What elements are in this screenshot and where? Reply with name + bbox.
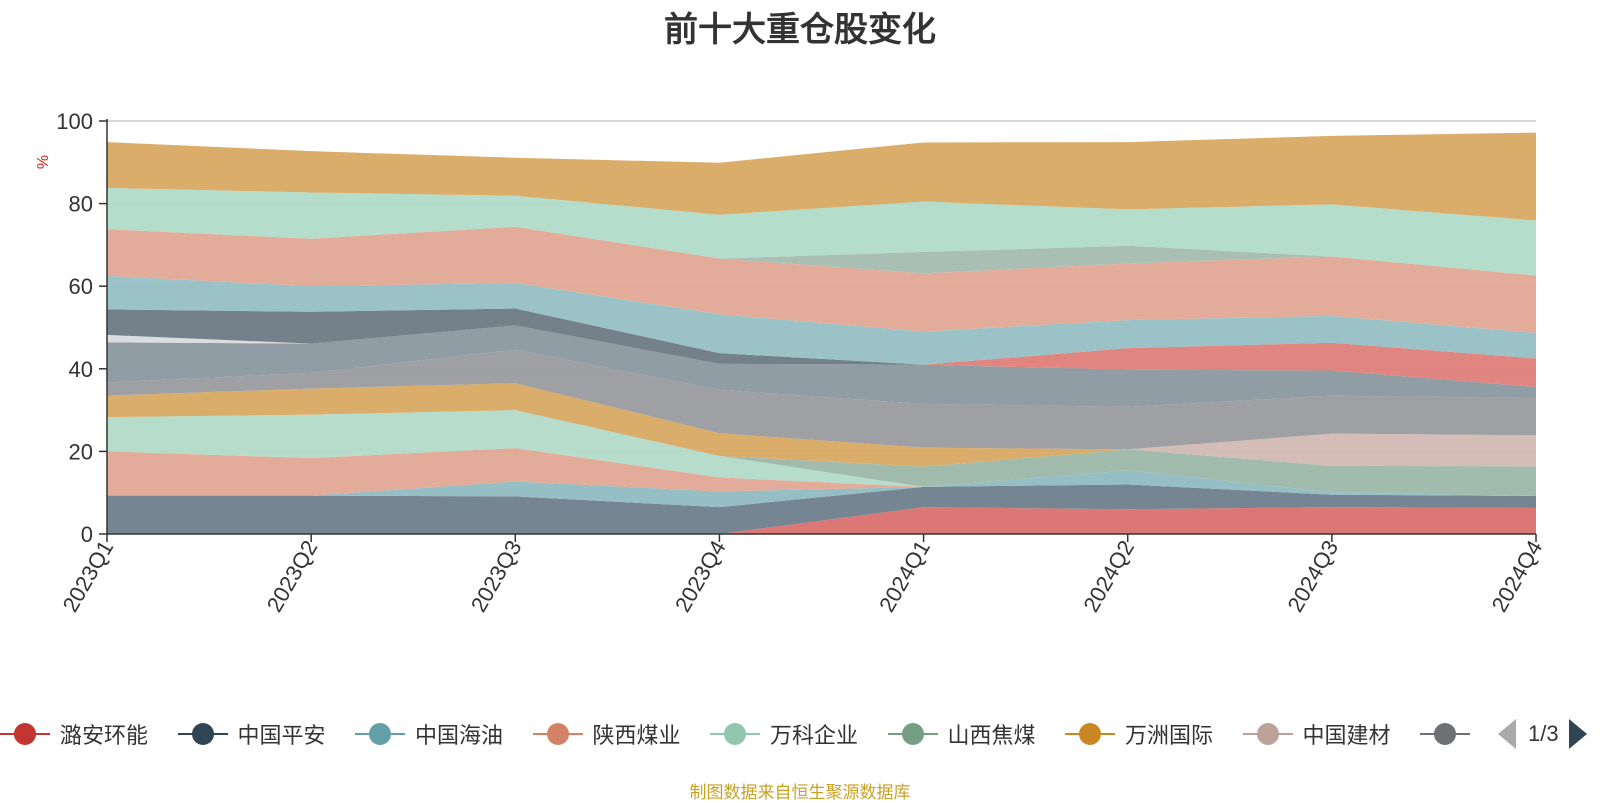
legend-label: 万科企业 (770, 723, 859, 748)
legend-marker-icon (0, 714, 50, 754)
series-area[interactable] (107, 325, 1536, 387)
x-tick-label: 2024Q1 (874, 536, 935, 616)
series-area[interactable] (107, 383, 1536, 467)
legend-item[interactable]: 中国海油 (355, 714, 503, 754)
series-area[interactable] (107, 410, 1536, 497)
legend-item[interactable]: 中国平安 (177, 714, 326, 754)
legend-marker-icon (532, 714, 583, 754)
legend-label: 潞安环能 (60, 723, 149, 748)
legend-item[interactable]: 陕西煤业 (532, 714, 681, 754)
legend-page-info: 1/3 (1528, 721, 1559, 746)
legend-marker-icon (355, 714, 405, 754)
legend-label: 陕西煤业 (592, 723, 681, 748)
series-area[interactable] (107, 226, 1536, 276)
data-source-note: 制图数据来自恒生聚源数据库 (689, 783, 911, 802)
series-area[interactable] (107, 325, 1536, 407)
legend: 潞安环能 中国平安 中国海油 陕西煤业 万科企业 山西焦煤 万洲国际 中国建材 长江电力 (0, 714, 1480, 754)
legend-label: 中国建材 (1302, 723, 1391, 748)
legend-pager: 1/3 (1498, 714, 1587, 754)
legend-item[interactable]: 山西焦煤 (887, 714, 1036, 754)
legend-marker-icon (1065, 714, 1115, 754)
legend-item[interactable]: 长江电力 (1420, 714, 1480, 754)
legend-item[interactable]: 中国建材 (1242, 714, 1391, 754)
x-tick-label: 2023Q4 (670, 536, 731, 616)
x-tick-label: 2024Q2 (1078, 536, 1139, 616)
series-area[interactable] (107, 308, 1536, 365)
series-area[interactable] (107, 507, 1536, 534)
legend-marker-icon (710, 714, 760, 754)
x-tick-label: 2023Q2 (262, 536, 323, 616)
series-area[interactable] (107, 349, 1536, 450)
stacked-area-chart: 0 20 40 60 80 100 2023Q1 2023Q2 2023Q3 2023Q4 2024… (35, 109, 1548, 616)
y-tick-label: 40 (69, 357, 93, 382)
series-area[interactable] (107, 448, 1536, 497)
series-areas (107, 132, 1536, 534)
series-area[interactable] (107, 187, 1536, 276)
y-tick-label: 100 (56, 109, 93, 134)
legend-item[interactable]: 万洲国际 (1065, 714, 1213, 754)
y-tick-label: 80 (69, 192, 93, 217)
y-tick-label: 0 (81, 522, 93, 547)
legend-marker-icon (1242, 714, 1293, 754)
series-area[interactable] (107, 132, 1536, 221)
x-tick-label: 2024Q4 (1487, 536, 1548, 616)
chart-title: 前十大重仓股变化 (664, 11, 936, 49)
series-area[interactable] (107, 226, 1536, 333)
series-area[interactable] (107, 484, 1536, 534)
legend-label: 中国海油 (415, 723, 504, 748)
series-area[interactable] (107, 470, 1536, 508)
series-area[interactable] (107, 383, 1536, 467)
legend-label: 山西焦煤 (947, 723, 1036, 748)
x-tick-label: 2024Q3 (1282, 536, 1343, 616)
y-tick-label: 60 (69, 274, 93, 299)
legend-item[interactable]: 万科企业 (710, 714, 858, 754)
legend-marker-icon (177, 714, 228, 754)
legend-label: 中国平安 (237, 723, 326, 748)
legend-marker-icon (887, 714, 938, 754)
series-area[interactable] (107, 410, 1536, 497)
legend-next-page-icon[interactable] (1568, 719, 1587, 749)
x-tick-label: 2023Q1 (58, 536, 119, 616)
legend-marker-icon (1420, 714, 1470, 754)
x-tick-label: 2023Q3 (466, 536, 527, 616)
legend-label: 万洲国际 (1125, 723, 1214, 748)
series-area[interactable] (107, 275, 1536, 365)
legend-item[interactable]: 潞安环能 (0, 714, 148, 754)
y-tick-label: 20 (69, 439, 93, 464)
legend-prev-page-icon[interactable] (1498, 719, 1516, 749)
y-axis-label: % (35, 155, 52, 169)
